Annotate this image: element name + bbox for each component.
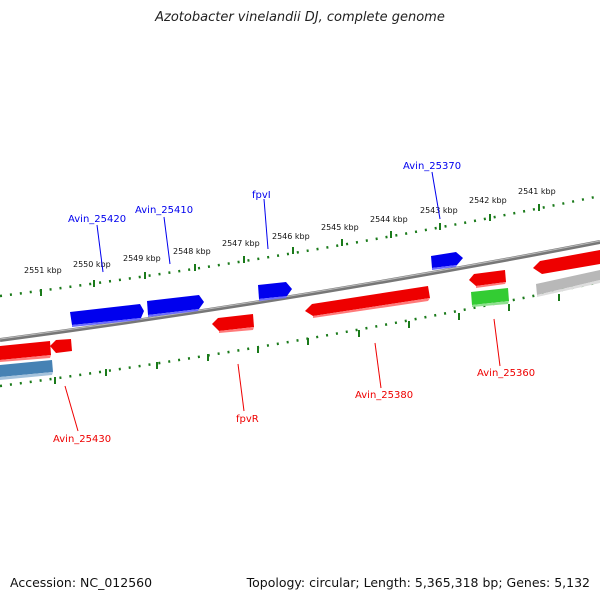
genome-summary: Topology: circular; Length: 5,365,318 bp… [246,575,590,590]
pseudogene-left-shade [0,372,53,380]
reverse-label-leaders [64,318,501,432]
gene-label-avin-25410[interactable]: Avin_25410 [135,205,193,216]
gene-arrow-left-edge[interactable] [0,341,51,360]
gene-arrow-avin-25370-shade [432,265,457,270]
gene-arrow-avin-25420-shade [72,318,141,327]
scale-label: 2550 kbp [73,260,111,269]
accession-label: Accession: NC_012560 [10,575,153,590]
gene-arrow-avin-25380[interactable] [305,286,430,316]
genome-title: Azotobacter vinelandii DJ, complete geno… [155,10,445,25]
gene-label-avin-25370[interactable]: Avin_25370 [403,161,461,172]
scale-label: 2551 kbp [24,266,62,275]
scale-label: 2544 kbp [370,215,408,224]
gene-label-fpvr[interactable]: fpvR [236,414,259,425]
gene-label-avin-25420[interactable]: Avin_25420 [68,214,126,225]
gene-arrow-avin-25420[interactable] [70,304,144,325]
gene-label-fpvi[interactable]: fpvI [252,190,271,201]
gene-arrow-fpvr[interactable] [212,314,254,331]
lower-scale-major-ticks [54,294,560,384]
scale-label: 2545 kbp [321,223,359,232]
pseudogene-left[interactable] [0,360,53,377]
gene-arrow-reverse-right-shade [476,282,506,288]
gene-arrow-small-reverse[interactable] [50,339,72,353]
scale-label: 2541 kbp [518,187,556,196]
gene-label-avin-25430[interactable]: Avin_25430 [53,434,111,445]
gene-arrow-avin-25410-shade [148,309,199,317]
gene-label-avin-25360[interactable]: Avin_25360 [477,368,535,379]
gene-arrow-avin-25370[interactable] [431,252,463,268]
genome-backbone [0,240,600,342]
genome-backbone-highlight [0,240,600,340]
scale-label: 2546 kbp [272,232,310,241]
scale-label: 2549 kbp [123,254,161,263]
gene-arrow-avin-25360[interactable] [471,288,509,305]
gene-arrow-left-edge-shade [0,355,51,362]
grey-feature-right[interactable] [536,270,600,295]
gene-arrow-fpvr-shade [219,327,254,333]
upper-scale-line [0,194,600,298]
scale-label: 2547 kbp [222,239,260,248]
grey-feature-right-shade [537,280,600,297]
gene-arrow-avin-25380-shade [313,298,430,318]
gene-arrow-fpvi-shade [259,296,287,301]
gene-label-avin-25380[interactable]: Avin_25380 [355,390,413,401]
forward-label-leaders [96,171,441,273]
forward-genes [70,252,463,327]
scale-label: 2548 kbp [173,247,211,256]
gene-arrow-reverse-edge[interactable] [533,250,600,274]
scale-label: 2542 kbp [469,196,507,205]
upper-scale-major-ticks [40,204,540,296]
gene-arrow-avin-25360-shade [472,301,509,307]
gene-arrow-fpvi[interactable] [258,282,292,299]
gene-arrow-reverse-right[interactable] [469,270,506,286]
reverse-genes [0,250,600,362]
gene-arrow-avin-25410[interactable] [147,295,204,315]
